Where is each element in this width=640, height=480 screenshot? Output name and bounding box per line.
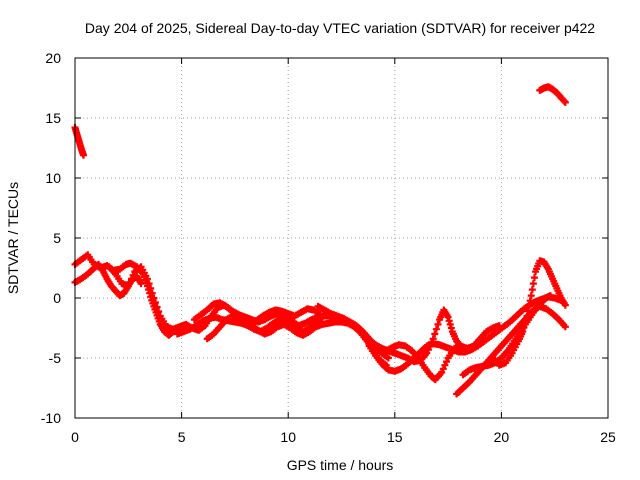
y-tick-label: 0 bbox=[53, 290, 61, 306]
data-point bbox=[318, 313, 326, 321]
y-tick-label: -10 bbox=[41, 410, 61, 426]
data-point bbox=[561, 301, 569, 309]
data-point bbox=[153, 303, 161, 311]
x-tick-label: 25 bbox=[600, 429, 616, 445]
y-tick-label: 10 bbox=[45, 170, 61, 186]
data-point bbox=[528, 286, 536, 294]
data-point bbox=[438, 368, 446, 376]
y-axis-title: SDTVAR / TECUs bbox=[5, 182, 21, 294]
x-tick-label: 5 bbox=[178, 429, 186, 445]
grid bbox=[75, 58, 608, 418]
data-point bbox=[439, 365, 447, 373]
data-point bbox=[145, 280, 153, 288]
x-tick-label: 15 bbox=[387, 429, 403, 445]
series-arc-m bbox=[489, 257, 569, 369]
data-point bbox=[148, 289, 156, 297]
data-point bbox=[423, 349, 431, 357]
data-point bbox=[384, 354, 392, 362]
data-point bbox=[150, 294, 158, 302]
data-point bbox=[151, 299, 159, 306]
data-point bbox=[147, 284, 155, 292]
series-arc-k bbox=[453, 302, 569, 398]
y-tick-label: 5 bbox=[53, 230, 61, 246]
y-tick-label: -5 bbox=[49, 350, 62, 366]
axis-ticks: 0 5 10 15 20 25 -10 -5 0 5 10 15 20 bbox=[41, 50, 616, 445]
chart-title: Day 204 of 2025, Sidereal Day-to-day VTE… bbox=[85, 20, 595, 36]
data-point bbox=[561, 98, 569, 106]
data-point bbox=[126, 278, 134, 286]
data-point bbox=[137, 280, 145, 288]
x-tick-label: 20 bbox=[494, 429, 510, 445]
data-point bbox=[143, 275, 151, 283]
series-arc-n bbox=[536, 83, 569, 106]
data-point bbox=[530, 274, 538, 282]
series-arc-j bbox=[382, 322, 503, 384]
data-point bbox=[155, 308, 163, 315]
data-point bbox=[431, 330, 439, 338]
data-point bbox=[561, 323, 569, 331]
y-tick-label: 20 bbox=[45, 50, 61, 66]
x-axis-title: GPS time / hours bbox=[287, 457, 394, 473]
data-points bbox=[71, 83, 569, 398]
data-point bbox=[127, 275, 135, 283]
data-point bbox=[124, 282, 132, 290]
x-tick-label: 10 bbox=[280, 429, 296, 445]
data-point bbox=[129, 271, 137, 279]
data-point bbox=[434, 320, 442, 328]
x-tick-label: 0 bbox=[71, 429, 79, 445]
data-point bbox=[546, 292, 554, 300]
data-point bbox=[529, 280, 537, 288]
y-tick-label: 15 bbox=[45, 110, 61, 126]
data-point bbox=[80, 151, 88, 159]
data-point bbox=[443, 358, 451, 366]
data-point bbox=[432, 325, 440, 333]
data-point bbox=[441, 361, 449, 369]
data-point bbox=[527, 292, 535, 300]
series-arc-g bbox=[190, 299, 326, 336]
data-point bbox=[495, 322, 503, 330]
